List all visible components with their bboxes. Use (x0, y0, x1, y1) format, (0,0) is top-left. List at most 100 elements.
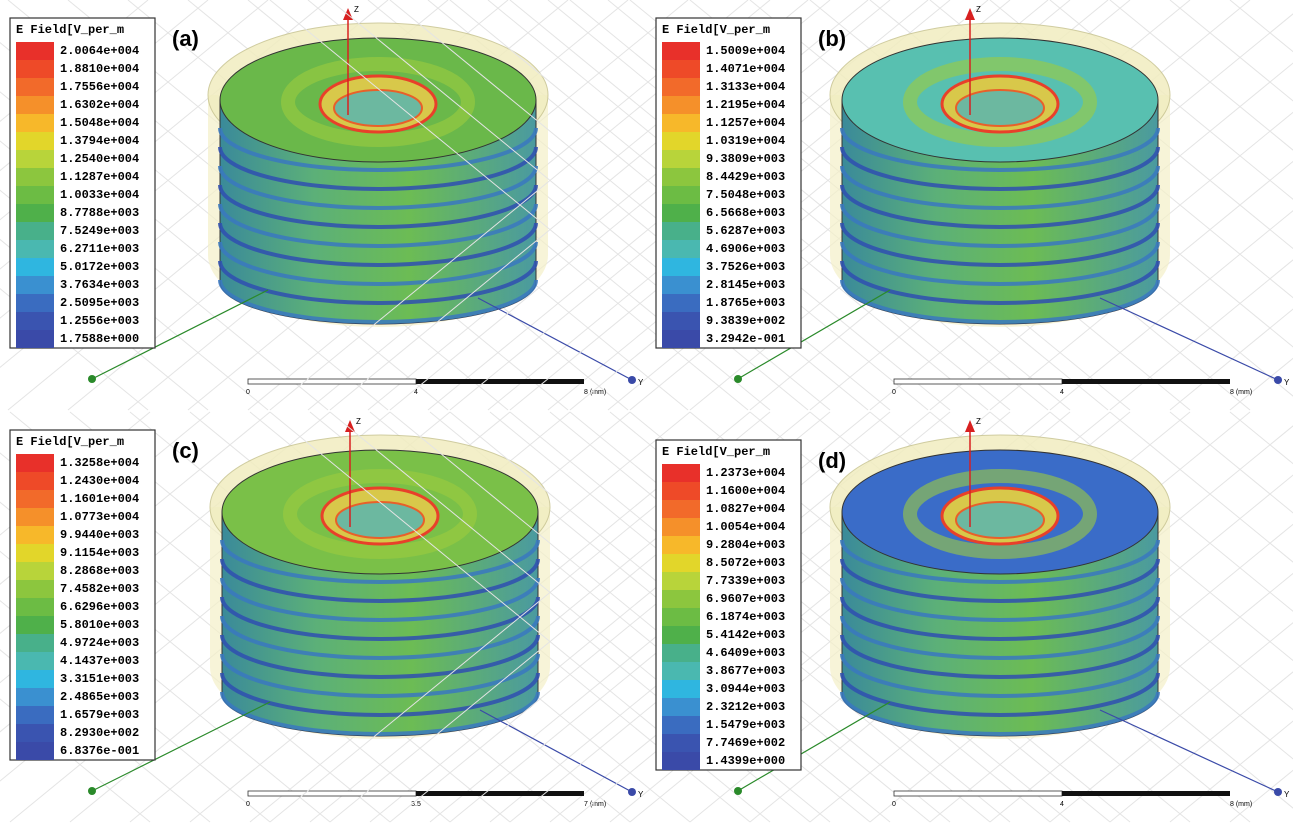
x-axis (89, 701, 271, 793)
coil-hole-inner (333, 89, 423, 127)
coil-stripe (840, 615, 1160, 660)
coil-stripe (840, 577, 1160, 622)
legend-value: 1.0827e+004 (706, 502, 785, 516)
z-label: Z (976, 417, 981, 426)
legend-swatch (662, 60, 700, 78)
legend-value: 3.8677e+003 (706, 664, 785, 678)
coil-stripe (840, 539, 1160, 584)
legend-swatch (16, 544, 54, 562)
scale-label: 0 (246, 389, 250, 396)
scale-label: 7 (mm) (584, 801, 606, 808)
coil-stripe (840, 184, 1160, 229)
legend-value: 1.4399e+000 (706, 754, 785, 768)
legend-value: 3.2942e-001 (706, 332, 785, 346)
legend-swatch (662, 680, 700, 698)
legend-value: 3.7634e+003 (60, 278, 139, 292)
legend-swatch (16, 688, 54, 706)
coil-stripe (840, 146, 1160, 191)
legend-swatch (662, 590, 700, 608)
legend-value: 6.5668e+003 (706, 206, 785, 220)
panel: Z Y 0 4 8 (mm) E Field[V_per_m 1.2373e+004 1.16… (269, 411, 1293, 823)
legend-value: 7.5249e+003 (60, 224, 139, 238)
legend-swatch (16, 78, 54, 96)
legend-value: 7.7469e+002 (706, 736, 785, 750)
legend-value: 1.3794e+004 (60, 134, 139, 148)
floor-grid (929, 523, 1293, 823)
legend-swatch (16, 186, 54, 204)
scale-label: 8 (mm) (584, 389, 606, 396)
legend-swatch (662, 554, 700, 572)
legend-value: 1.0033e+004 (60, 188, 139, 202)
floor-grid (1169, 0, 1293, 102)
legend-swatch (662, 500, 700, 518)
legend-value: 1.8765e+003 (706, 296, 785, 310)
coil-top-ring (903, 57, 1097, 147)
z-label: Z (356, 417, 361, 426)
legend-value: 3.7526e+003 (706, 260, 785, 274)
legend-value: 5.4142e+003 (706, 628, 785, 642)
legend-value: 9.1154e+003 (60, 546, 139, 560)
floor-grid (1109, 0, 1293, 151)
legend-value: 9.3839e+002 (706, 314, 785, 328)
x-arrow (88, 787, 96, 795)
legend-value: 1.7588e+000 (60, 332, 139, 346)
y-arrow (1274, 788, 1282, 796)
legend-swatch (16, 490, 54, 508)
legend-swatch (16, 96, 54, 114)
coil-top-ring (281, 57, 475, 147)
legend-swatch (662, 150, 700, 168)
scale-bar-white (247, 378, 417, 385)
legend-swatch (16, 204, 54, 222)
legend-swatch (662, 536, 700, 554)
legend-value: 1.2556e+003 (60, 314, 139, 328)
legend-value: 6.1874e+003 (706, 610, 785, 624)
coil-hole-inner (955, 89, 1045, 127)
scale-label: 0 (892, 389, 896, 396)
legend-value: 8.2868e+003 (60, 564, 139, 578)
legend-swatch (16, 42, 54, 60)
legend-swatch (662, 482, 700, 500)
legend-swatch (16, 634, 54, 652)
legend-value: 1.8810e+004 (60, 62, 139, 76)
legend-swatch (16, 616, 54, 634)
legend-swatch (662, 572, 700, 590)
coil-stripe (840, 672, 1160, 717)
legend-value: 1.5009e+004 (706, 44, 785, 58)
coil-stripe (220, 672, 540, 717)
coil-stripe (840, 279, 1160, 324)
scale-bar-black (416, 791, 584, 796)
legend-swatch (662, 626, 700, 644)
y-axis (1099, 709, 1279, 793)
panel-label: (d) (818, 448, 846, 473)
legend-swatch (662, 752, 700, 770)
coil-stripe (220, 691, 540, 736)
coil-hole-inner (335, 501, 425, 539)
legend-value: 1.2373e+004 (706, 466, 785, 480)
legend-swatch (662, 518, 700, 536)
legend-value: 1.1287e+004 (60, 170, 139, 184)
legend-value: 4.9724e+003 (60, 636, 139, 650)
legend-value: 2.8145e+003 (706, 278, 785, 292)
panel: Z Y 0 3.5 7 (mm) E Field[V_per_m 1.3258e+004 1.… (0, 411, 1111, 823)
legend-value: 1.1600e+004 (706, 484, 785, 498)
legend-swatch (662, 42, 700, 60)
x-arrow (734, 787, 742, 795)
legend-swatch (662, 204, 700, 222)
legend-swatch (16, 670, 54, 688)
floor-grid (989, 160, 1293, 411)
legend-swatch (16, 724, 54, 742)
legend-swatch (16, 742, 54, 760)
legend-swatch (662, 464, 700, 482)
coil-stripe (218, 165, 538, 210)
coil-stripe (218, 241, 538, 286)
legend-swatch (16, 652, 54, 670)
legend-value: 1.4071e+004 (706, 62, 785, 76)
coil-stripe (220, 539, 540, 584)
scale-label: 8 (mm) (1230, 389, 1252, 396)
legend-swatch (662, 608, 700, 626)
panel: Z Y 0 4 8 (mm) E Field[V_per_m 1.5009e+004 1.40… (269, 0, 1293, 411)
legend-swatch (662, 734, 700, 752)
scale-label: 8 (mm) (1230, 801, 1252, 808)
legend-value: 4.1437e+003 (60, 654, 139, 668)
coil-stripe (840, 691, 1160, 736)
